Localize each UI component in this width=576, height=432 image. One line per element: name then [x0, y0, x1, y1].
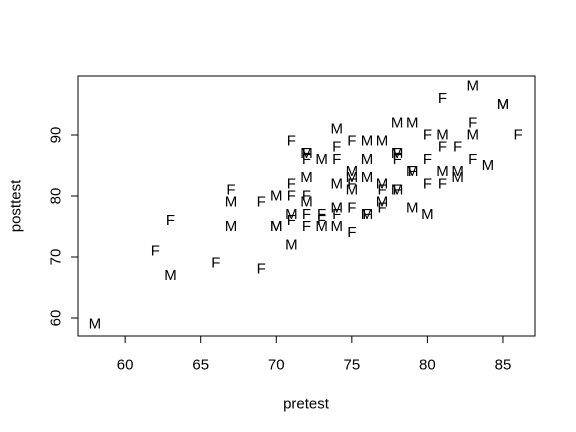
y-tick-label: 60: [48, 310, 65, 327]
point-label: F: [332, 151, 341, 168]
point-label: M: [361, 151, 374, 168]
point-label: F: [257, 261, 266, 278]
point-label: F: [302, 187, 311, 204]
point-label: M: [466, 126, 479, 143]
point-label: M: [300, 194, 313, 211]
point-label: M: [406, 114, 419, 131]
point-label: M: [361, 169, 374, 186]
point-label: F: [287, 175, 296, 192]
point-label: M: [391, 145, 404, 162]
point-label: F: [423, 126, 432, 143]
point-label: M: [406, 200, 419, 217]
x-tick-label: 65: [192, 357, 209, 374]
point-label: M: [451, 169, 464, 186]
point-label: F: [287, 212, 296, 229]
point-label: M: [376, 175, 389, 192]
point-label: M: [225, 218, 238, 235]
point-label: F: [377, 200, 386, 217]
point-label: F: [347, 133, 356, 150]
point-label: M: [466, 78, 479, 95]
point-label: F: [257, 194, 266, 211]
point-label: M: [497, 96, 510, 113]
x-tick-label: 80: [419, 357, 436, 374]
point-label: M: [300, 145, 313, 162]
point-label: M: [270, 187, 283, 204]
point-label: F: [211, 255, 220, 272]
point-label: M: [451, 163, 464, 180]
y-axis-title: posttest: [8, 179, 25, 232]
point-label: F: [332, 206, 341, 223]
x-tick-label: 75: [343, 357, 360, 374]
point-label: M: [270, 218, 283, 235]
point-label: M: [330, 175, 343, 192]
point-label: F: [317, 206, 326, 223]
point-label: F: [362, 206, 371, 223]
point-label: F: [302, 206, 311, 223]
point-label: M: [482, 157, 495, 174]
point-label: M: [406, 163, 419, 180]
point-label: F: [347, 175, 356, 192]
point-label: F: [151, 242, 160, 259]
point-label: M: [376, 133, 389, 150]
point-label: F: [302, 145, 311, 162]
point-label: F: [226, 181, 235, 198]
point-label: M: [300, 169, 313, 186]
point-label: F: [453, 139, 462, 156]
point-label: M: [346, 169, 359, 186]
point-label: F: [468, 114, 477, 131]
y-tick-label: 70: [48, 249, 65, 266]
point-label: M: [315, 218, 328, 235]
x-axis-title: pretest: [283, 396, 330, 413]
point-label: M: [225, 194, 238, 211]
point-label: M: [330, 218, 343, 235]
point-label: M: [285, 206, 298, 223]
y-tick-label: 80: [48, 188, 65, 205]
point-label: M: [164, 267, 177, 284]
point-label: M: [391, 181, 404, 198]
point-label: F: [513, 126, 522, 143]
point-label: F: [393, 181, 402, 198]
x-tick-label: 70: [268, 357, 285, 374]
point-label: F: [408, 163, 417, 180]
point-label: M: [497, 96, 510, 113]
point-label: F: [377, 181, 386, 198]
point-label: F: [438, 175, 447, 192]
point-label: F: [393, 151, 402, 168]
point-label: F: [438, 139, 447, 156]
point-label: F: [287, 133, 296, 150]
x-tick-label: 85: [495, 357, 512, 374]
point-label: M: [346, 181, 359, 198]
point-label: F: [347, 224, 356, 241]
point-label: M: [391, 114, 404, 131]
point-label: M: [436, 163, 449, 180]
point-label: M: [330, 200, 343, 217]
point-label: M: [285, 236, 298, 253]
point-label: F: [332, 139, 341, 156]
point-label: M: [270, 218, 283, 235]
point-label: F: [468, 151, 477, 168]
point-label: F: [423, 151, 432, 168]
point-label: M: [361, 206, 374, 223]
point-label: M: [376, 194, 389, 211]
x-tick-label: 60: [117, 357, 134, 374]
point-label: M: [421, 206, 434, 223]
point-label: M: [346, 163, 359, 180]
point-label: F: [438, 90, 447, 107]
point-label: F: [287, 187, 296, 204]
point-label: M: [89, 316, 102, 333]
point-label: F: [347, 200, 356, 217]
point-label: F: [302, 218, 311, 235]
y-tick-label: 90: [48, 127, 65, 144]
point-label: M: [361, 133, 374, 150]
point-label: M: [315, 151, 328, 168]
point-label: M: [330, 120, 343, 137]
point-label: F: [317, 212, 326, 229]
point-label: M: [436, 126, 449, 143]
point-label: F: [166, 212, 175, 229]
point-label: F: [393, 145, 402, 162]
point-label: F: [423, 175, 432, 192]
point-label: F: [302, 151, 311, 168]
